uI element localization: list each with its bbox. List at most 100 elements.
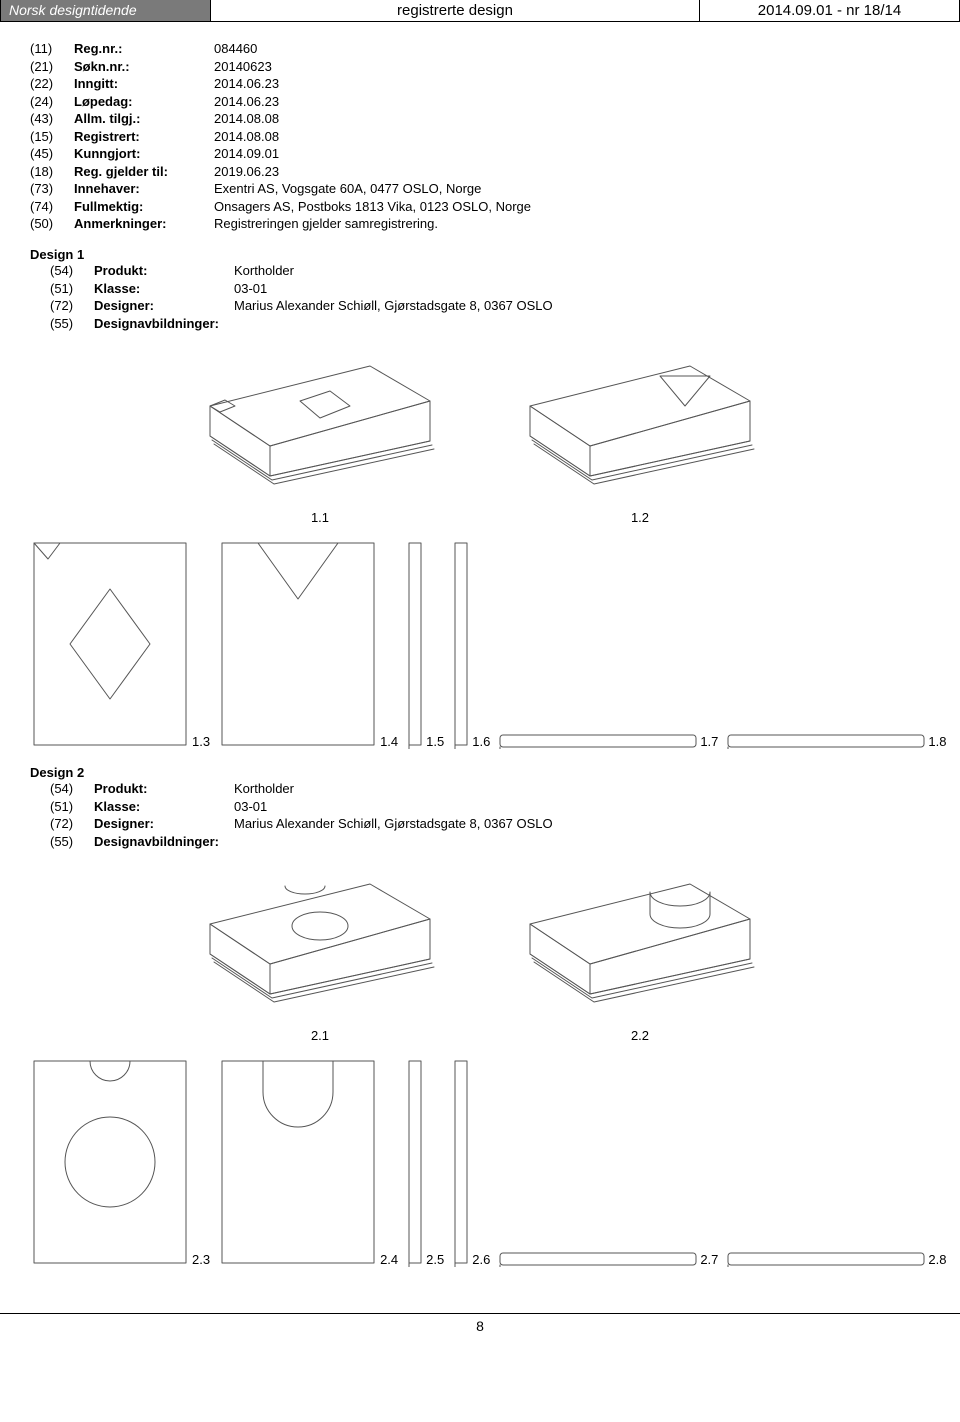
- meta-value: Registreringen gjelder samregistrering.: [214, 215, 930, 233]
- design-block: Design 1 (54) Produkt: Kortholder (51) K…: [30, 247, 930, 749]
- meta-label: Kunngjort:: [74, 145, 214, 163]
- figure-caption: 2.1: [311, 1028, 329, 1043]
- meta-code: (55): [50, 315, 94, 333]
- header-publication: Norsk designtidende: [1, 0, 211, 21]
- meta-row: (22) Inngitt: 2014.06.23: [30, 75, 930, 93]
- meta-label: Allm. tilgj.:: [74, 110, 214, 128]
- meta-value: 03-01: [234, 798, 930, 816]
- figure-caption: 1.3: [192, 734, 210, 749]
- figure: 1.6: [452, 539, 490, 749]
- figure-caption: 2.5: [426, 1252, 444, 1267]
- meta-code: (15): [30, 128, 74, 146]
- meta-code: (22): [30, 75, 74, 93]
- meta-value: 2014.08.08: [214, 110, 930, 128]
- figure-caption: 1.5: [426, 734, 444, 749]
- figure: 1.8: [726, 733, 946, 749]
- figure: 1.5: [406, 539, 444, 749]
- meta-label: Designer:: [94, 297, 234, 315]
- meta-label: Produkt:: [94, 780, 234, 798]
- design-meta-row: (54) Produkt: Kortholder: [30, 780, 930, 798]
- figure-caption: 1.1: [311, 510, 329, 525]
- meta-code: (73): [30, 180, 74, 198]
- design-meta-row: (55) Designavbildninger:: [30, 315, 930, 333]
- figure-caption: 1.2: [631, 510, 649, 525]
- meta-label: Designavbildninger:: [94, 833, 234, 851]
- meta-row: (18) Reg. gjelder til: 2019.06.23: [30, 163, 930, 181]
- meta-value: 084460: [214, 40, 930, 58]
- figure: 2.4: [218, 1057, 398, 1267]
- figure-caption: 1.8: [928, 734, 946, 749]
- meta-value: Marius Alexander Schiøll, Gjørstadsgate …: [234, 815, 930, 833]
- meta-label: Designavbildninger:: [94, 315, 234, 333]
- meta-code: (18): [30, 163, 74, 181]
- meta-label: Klasse:: [94, 280, 234, 298]
- meta-value: 2019.06.23: [214, 163, 930, 181]
- meta-code: (54): [50, 780, 94, 798]
- meta-label: Inngitt:: [74, 75, 214, 93]
- meta-row: (74) Fullmektig: Onsagers AS, Postboks 1…: [30, 198, 930, 216]
- figure-caption: 2.6: [472, 1252, 490, 1267]
- meta-value: 2014.08.08: [214, 128, 930, 146]
- figure: 2.2: [510, 864, 770, 1043]
- meta-code: (45): [30, 145, 74, 163]
- meta-label: Designer:: [94, 815, 234, 833]
- meta-code: (74): [30, 198, 74, 216]
- design-title: Design 2: [30, 765, 930, 780]
- meta-value: [234, 833, 930, 851]
- meta-code: (55): [50, 833, 94, 851]
- figure-caption: 2.3: [192, 1252, 210, 1267]
- header-title: registrerte design: [211, 0, 699, 21]
- meta-label: Innehaver:: [74, 180, 214, 198]
- figure: 1.2: [510, 346, 770, 525]
- header-bar: Norsk designtidende registrerte design 2…: [0, 0, 960, 22]
- design-meta-row: (51) Klasse: 03-01: [30, 798, 930, 816]
- meta-value: [234, 315, 930, 333]
- figure: 1.7: [498, 733, 718, 749]
- meta-value: 2014.09.01: [214, 145, 930, 163]
- figure: 1.4: [218, 539, 398, 749]
- design-meta-row: (51) Klasse: 03-01: [30, 280, 930, 298]
- meta-row: (73) Innehaver: Exentri AS, Vogsgate 60A…: [30, 180, 930, 198]
- meta-label: Reg.nr.:: [74, 40, 214, 58]
- meta-code: (51): [50, 280, 94, 298]
- meta-code: (21): [30, 58, 74, 76]
- meta-code: (72): [50, 297, 94, 315]
- figure: 2.1: [190, 864, 450, 1043]
- meta-value: Marius Alexander Schiøll, Gjørstadsgate …: [234, 297, 930, 315]
- meta-value: Onsagers AS, Postboks 1813 Vika, 0123 OS…: [214, 198, 930, 216]
- meta-label: Produkt:: [94, 262, 234, 280]
- figure-caption: 2.7: [700, 1252, 718, 1267]
- design-title: Design 1: [30, 247, 930, 262]
- meta-label: Klasse:: [94, 798, 234, 816]
- meta-code: (24): [30, 93, 74, 111]
- meta-code: (72): [50, 815, 94, 833]
- meta-row: (21) Søkn.nr.: 20140623: [30, 58, 930, 76]
- meta-label: Registrert:: [74, 128, 214, 146]
- meta-value: 2014.06.23: [214, 75, 930, 93]
- design-meta-row: (55) Designavbildninger:: [30, 833, 930, 851]
- figure-caption: 1.6: [472, 734, 490, 749]
- figure: 1.1: [190, 346, 450, 525]
- meta-row: (15) Registrert: 2014.08.08: [30, 128, 930, 146]
- meta-code: (50): [30, 215, 74, 233]
- figure: 2.7: [498, 1251, 718, 1267]
- meta-label: Søkn.nr.:: [74, 58, 214, 76]
- meta-code: (43): [30, 110, 74, 128]
- meta-code: (54): [50, 262, 94, 280]
- registration-meta: (11) Reg.nr.: 084460 (21) Søkn.nr.: 2014…: [30, 40, 930, 233]
- figure: 2.8: [726, 1251, 946, 1267]
- figure: 2.3: [30, 1057, 210, 1267]
- page-content: (11) Reg.nr.: 084460 (21) Søkn.nr.: 2014…: [0, 22, 960, 1293]
- meta-row: (43) Allm. tilgj.: 2014.08.08: [30, 110, 930, 128]
- design-block: Design 2 (54) Produkt: Kortholder (51) K…: [30, 765, 930, 1267]
- meta-value: 20140623: [214, 58, 930, 76]
- meta-value: Kortholder: [234, 780, 930, 798]
- design-meta-row: (72) Designer: Marius Alexander Schiøll,…: [30, 815, 930, 833]
- meta-value: Exentri AS, Vogsgate 60A, 0477 OSLO, Nor…: [214, 180, 930, 198]
- meta-row: (50) Anmerkninger: Registreringen gjelde…: [30, 215, 930, 233]
- figure-caption: 1.4: [380, 734, 398, 749]
- figure-caption: 2.2: [631, 1028, 649, 1043]
- meta-label: Anmerkninger:: [74, 215, 214, 233]
- meta-value: 2014.06.23: [214, 93, 930, 111]
- meta-value: 03-01: [234, 280, 930, 298]
